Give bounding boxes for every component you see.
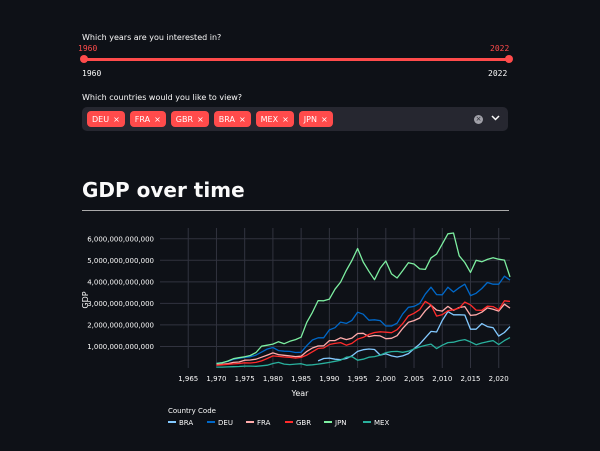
legend-label: BRA [179, 419, 193, 427]
country-tag-label: DEU [92, 114, 110, 124]
chevron-down-icon[interactable] [491, 114, 500, 124]
x-tick-label: 1,975 [235, 375, 255, 383]
y-tick-label: 3,000,000,000,000 [87, 300, 154, 308]
series-line-jpn [216, 232, 511, 365]
country-tag: GBR × [170, 111, 209, 127]
x-tick-label: 1,990 [319, 375, 339, 383]
country-tag: MEX × [255, 111, 294, 127]
x-axis-ticks: 1,965 1,970 1,975 1,980 1,985 1,990 1,995 2,000… [178, 375, 509, 383]
legend-label: MEX [374, 419, 389, 427]
title-divider [82, 210, 509, 211]
y-tick-label: 2,000,000,000,000 [87, 321, 154, 329]
x-tick-label: 2,005 [404, 375, 424, 383]
years-slider-min-handle[interactable] [80, 55, 88, 63]
years-slider-min-value: 1960 [78, 44, 98, 53]
legend-item-gbr[interactable]: GBR [285, 419, 311, 427]
country-tag-label: GBR [175, 114, 194, 124]
x-tick-label: 2,020 [489, 375, 509, 383]
y-axis-ticks: 1,000,000,000,000 2,000,000,000,000 3,000,… [87, 235, 154, 351]
country-tag-label: JPN [303, 114, 317, 124]
chart-legend: BRA DEU FRA GBR JPN MEX [168, 419, 389, 427]
years-slider-label: Which years are you interested in? [82, 33, 222, 42]
legend-label: DEU [218, 419, 233, 427]
page-title: GDP over time [82, 178, 245, 202]
country-tag-label: BRA [218, 114, 235, 124]
remove-tag-icon[interactable]: × [154, 114, 161, 124]
clear-all-icon[interactable]: × [474, 114, 483, 124]
countries-multiselect[interactable]: DEU × FRA × GBR × BRA × MEX × JPN × × [82, 107, 508, 131]
remove-tag-icon[interactable]: × [320, 114, 328, 124]
legend-label: GBR [296, 419, 311, 427]
x-tick-label: 2,015 [460, 375, 480, 383]
countries-select-label: Which countries would you like to view? [82, 93, 243, 102]
series-line-deu [216, 275, 511, 364]
series-line-mex [216, 337, 511, 368]
remove-tag-icon[interactable]: × [238, 114, 246, 124]
years-slider-max-value: 2022 [490, 44, 510, 53]
x-tick-label: 1,970 [206, 375, 226, 383]
legend-label: FRA [257, 419, 271, 427]
country-tag: BRA × [213, 111, 251, 127]
x-tick-label: 2,010 [432, 375, 452, 383]
y-tick-label: 4,000,000,000,000 [87, 278, 154, 286]
legend-item-jpn[interactable]: JPN [324, 419, 347, 427]
y-tick-label: 6,000,000,000,000 [87, 235, 154, 243]
legend-label: JPN [334, 419, 347, 427]
legend-item-mex[interactable]: MEX [363, 419, 389, 427]
countries-tag-list: DEU × FRA × GBR × BRA × MEX × JPN × [82, 111, 474, 127]
years-slider-max-handle[interactable] [505, 55, 513, 63]
country-tag: DEU × [87, 111, 125, 127]
x-tick-label: 1,985 [291, 375, 311, 383]
remove-tag-icon[interactable]: × [282, 114, 289, 124]
years-slider-range-min: 1960 [82, 69, 102, 78]
y-axis-title: GDP [81, 291, 90, 308]
legend-item-bra[interactable]: BRA [168, 419, 193, 427]
country-tag-label: FRA [134, 114, 151, 124]
legend-title: Country Code [168, 407, 216, 415]
x-axis-title: Year [291, 389, 310, 398]
chart-series-lines [216, 232, 511, 368]
remove-tag-icon[interactable]: × [113, 114, 120, 124]
remove-tag-icon[interactable]: × [197, 114, 204, 124]
y-tick-label: 1,000,000,000,000 [87, 343, 154, 351]
series-line-gbr [216, 300, 511, 366]
years-slider-range-max: 2022 [488, 69, 508, 78]
legend-item-deu[interactable]: DEU [207, 419, 233, 427]
legend-item-fra[interactable]: FRA [246, 419, 271, 427]
country-tag-label: MEX [260, 114, 279, 124]
x-tick-label: 1,965 [178, 375, 198, 383]
x-tick-label: 1,995 [348, 375, 368, 383]
x-tick-label: 1,980 [263, 375, 283, 383]
country-tag: FRA × [129, 111, 166, 127]
series-line-fra [216, 303, 511, 366]
x-tick-label: 2,000 [376, 375, 396, 383]
years-slider-track[interactable] [84, 58, 509, 61]
country-tag: JPN × [298, 111, 333, 127]
y-tick-label: 5,000,000,000,000 [87, 257, 154, 265]
